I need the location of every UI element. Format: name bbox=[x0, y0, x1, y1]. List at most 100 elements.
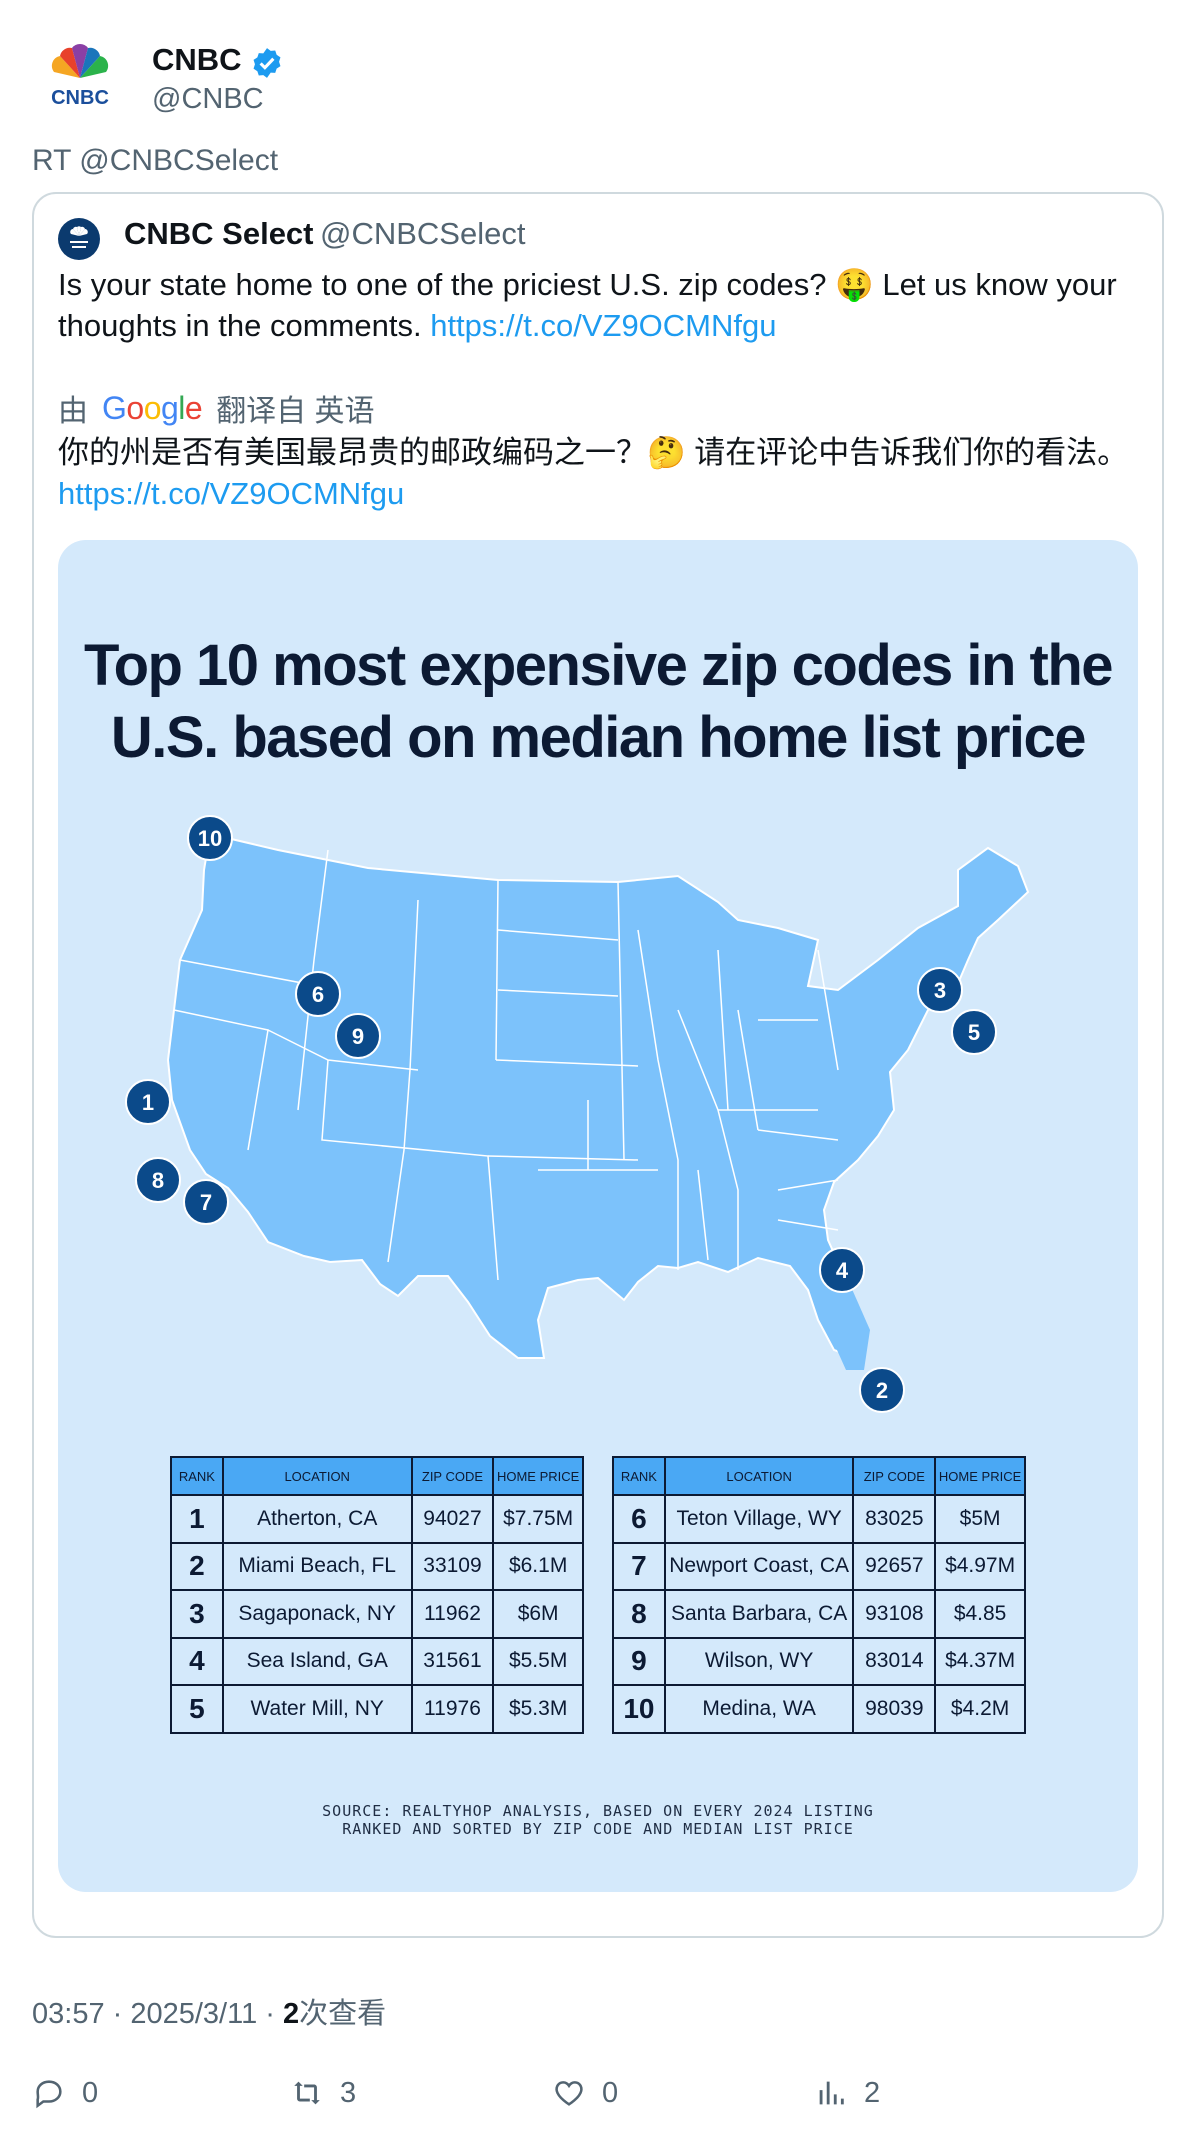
cnbc-select-avatar[interactable] bbox=[58, 218, 100, 260]
location-cell: Medina, WA bbox=[663, 1684, 855, 1734]
like-button[interactable]: 0 bbox=[552, 2076, 618, 2110]
table-row: 4 Sea Island, GA 31561 $5.5M bbox=[170, 1636, 584, 1686]
infographic-title: Top 10 most expensive zip codes in the U… bbox=[58, 630, 1138, 774]
zip-cell: 31561 bbox=[410, 1636, 495, 1686]
rank-cell: 9 bbox=[612, 1636, 666, 1686]
retweet-icon bbox=[294, 2081, 320, 2105]
retweet-label: RT @CNBCSelect bbox=[32, 144, 279, 177]
us-map: 10 6 9 1 8 7 3 5 4 2 bbox=[125, 815, 1030, 1413]
svg-text:1: 1 bbox=[142, 1090, 154, 1115]
infographic-title-line2: U.S. based on median home list price bbox=[110, 705, 1087, 770]
time-text[interactable]: 03:57 · 2025/3/11 · bbox=[32, 1998, 283, 2030]
florida-shape bbox=[818, 1280, 870, 1370]
source-line1: SOURCE: REALTYHOP ANALYSIS, BASED ON EVE… bbox=[322, 1802, 874, 1820]
map-marker-4: 4 bbox=[819, 1247, 865, 1293]
translated-link[interactable]: https://t.co/VZ9OCMNfgu bbox=[58, 476, 405, 511]
author-name[interactable]: CNBC bbox=[152, 42, 242, 77]
analytics-icon bbox=[819, 2081, 844, 2105]
action-bar: 0 3 0 2 bbox=[32, 2076, 1162, 2116]
rank-cell: 1 bbox=[170, 1494, 224, 1544]
table-row: 6 Teton Village, WY 83025 $5M bbox=[612, 1494, 1026, 1544]
quoted-author-name[interactable]: CNBC Select bbox=[124, 216, 314, 251]
location-cell: Teton Village, WY bbox=[663, 1494, 855, 1544]
table-row: 2 Miami Beach, FL 33109 $6.1M bbox=[170, 1541, 584, 1591]
rank-cell: 5 bbox=[170, 1684, 224, 1734]
svg-text:6: 6 bbox=[312, 982, 324, 1007]
table-row: 1 Atherton, CA 94027 $7.75M bbox=[170, 1494, 584, 1544]
views-button[interactable]: 2 bbox=[814, 2076, 880, 2110]
rank-cell: 6 bbox=[612, 1494, 666, 1544]
table-row: 10 Medina, WA 98039 $4.2M bbox=[612, 1684, 1026, 1734]
translated-text: 你的州是否有美国最昂贵的邮政编码之一？🤔 请在评论中告诉我们你的看法。 https… bbox=[58, 432, 1138, 514]
location-cell: Newport Coast, CA bbox=[663, 1541, 855, 1591]
author-handle[interactable]: @CNBC bbox=[152, 83, 264, 115]
rank-cell: 10 bbox=[612, 1684, 666, 1734]
map-marker-2: 2 bbox=[859, 1367, 905, 1413]
map-marker-7: 7 bbox=[183, 1179, 229, 1225]
rank-cell: 8 bbox=[612, 1589, 666, 1639]
quoted-author-handle[interactable]: @CNBCSelect bbox=[320, 216, 526, 251]
tweet-timestamp: 03:57 · 2025/3/11 · 2次查看 bbox=[32, 1990, 386, 2032]
infographic-source: SOURCE: REALTYHOP ANALYSIS, BASED ON EVE… bbox=[58, 1802, 1138, 1838]
state-borders bbox=[173, 849, 839, 1281]
views-count: 2 bbox=[282, 1998, 300, 2030]
location-cell: Atherton, CA bbox=[221, 1494, 413, 1544]
location-cell: Miami Beach, FL bbox=[221, 1541, 413, 1591]
zip-cell: 83014 bbox=[852, 1636, 937, 1686]
header-zip: ZIP CODE bbox=[410, 1456, 495, 1496]
location-cell: Water Mill, NY bbox=[221, 1684, 413, 1734]
header-location: LOCATION bbox=[221, 1456, 413, 1496]
heart-icon bbox=[555, 2081, 583, 2106]
header-price: HOME PRICE bbox=[934, 1456, 1026, 1496]
rankings-table-right: RANK LOCATION ZIP CODE HOME PRICE 6 Teton… bbox=[612, 1456, 1026, 1734]
zip-cell: 11976 bbox=[410, 1684, 495, 1734]
table-row: 9 Wilson, WY 83014 $4.37M bbox=[612, 1636, 1026, 1686]
reply-button[interactable]: 0 bbox=[32, 2076, 98, 2110]
price-cell: $7.75M bbox=[492, 1494, 584, 1544]
location-cell: Wilson, WY bbox=[663, 1636, 855, 1686]
avatar-wordmark: CNBC bbox=[51, 87, 109, 109]
price-cell: $4.97M bbox=[934, 1541, 1026, 1591]
header-zip: ZIP CODE bbox=[852, 1456, 937, 1496]
map-marker-9: 9 bbox=[335, 1013, 381, 1059]
price-cell: $4.2M bbox=[934, 1684, 1026, 1734]
rankings-table-left: RANK LOCATION ZIP CODE HOME PRICE 1 Ather… bbox=[170, 1456, 584, 1734]
rank-cell: 7 bbox=[612, 1541, 666, 1591]
map-marker-8: 8 bbox=[135, 1157, 181, 1203]
price-cell: $5.5M bbox=[492, 1636, 584, 1686]
table-row: 8 Santa Barbara, CA 93108 $4.85 bbox=[612, 1589, 1026, 1639]
quoted-link[interactable]: https://t.co/VZ9OCMNfgu bbox=[430, 308, 777, 343]
price-cell: $6.1M bbox=[492, 1541, 584, 1591]
map-marker-1: 1 bbox=[125, 1079, 171, 1125]
rank-cell: 3 bbox=[170, 1589, 224, 1639]
translation-prefix: 由 bbox=[58, 395, 88, 428]
retweet-button[interactable]: 3 bbox=[290, 2076, 356, 2110]
price-cell: $5.3M bbox=[492, 1684, 584, 1734]
map-markers: 10 6 9 1 8 7 3 5 4 2 bbox=[125, 815, 997, 1413]
header-rank: RANK bbox=[170, 1456, 224, 1496]
zip-cell: 92657 bbox=[852, 1541, 937, 1591]
header-location: LOCATION bbox=[663, 1456, 855, 1496]
tweet-header: CNBC CNBC @CNBC bbox=[32, 22, 1162, 115]
like-count: 0 bbox=[602, 2076, 619, 2109]
quoted-text-body: Is your state home to one of the pricies… bbox=[58, 267, 1117, 343]
svg-text:7: 7 bbox=[200, 1190, 212, 1215]
location-cell: Santa Barbara, CA bbox=[663, 1589, 855, 1639]
views-label: 次查看 bbox=[299, 1998, 387, 2030]
translation-attribution: 由 Google 翻译自 英语 bbox=[58, 386, 375, 430]
svg-text:4: 4 bbox=[836, 1258, 849, 1283]
svg-text:9: 9 bbox=[352, 1024, 364, 1049]
table-row: 5 Water Mill, NY 11976 $5.3M bbox=[170, 1684, 584, 1734]
quoted-tweet[interactable]: CNBC Select @CNBCSelect Is your state ho… bbox=[32, 192, 1164, 1938]
svg-text:8: 8 bbox=[152, 1168, 164, 1193]
price-cell: $5M bbox=[934, 1494, 1026, 1544]
map-marker-6: 6 bbox=[295, 971, 341, 1017]
svg-text:5: 5 bbox=[968, 1020, 980, 1045]
infographic-image[interactable]: Top 10 most expensive zip codes in the U… bbox=[58, 540, 1138, 1892]
svg-text:10: 10 bbox=[198, 826, 222, 851]
views-stat: 2 bbox=[864, 2076, 881, 2109]
table-row: 3 Sagaponack, NY 11962 $6M bbox=[170, 1589, 584, 1639]
header-rank: RANK bbox=[612, 1456, 666, 1496]
price-cell: $4.85 bbox=[934, 1589, 1026, 1639]
cnbc-logo-avatar[interactable]: CNBC bbox=[32, 30, 128, 126]
